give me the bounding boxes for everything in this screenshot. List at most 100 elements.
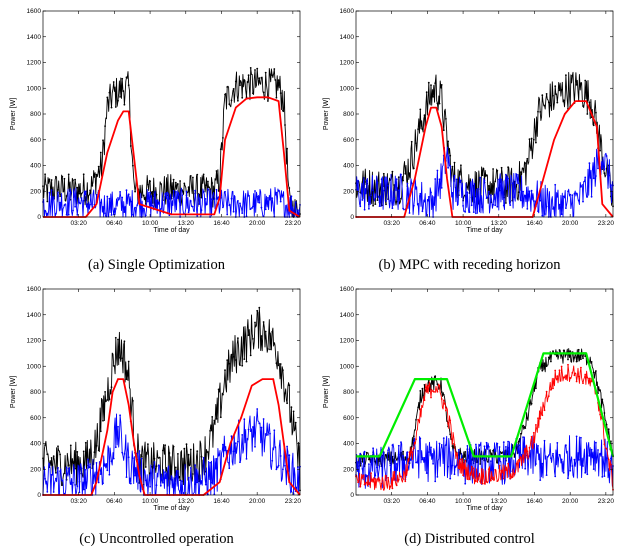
- data-point: [395, 484, 398, 487]
- data-point: [264, 433, 267, 435]
- data-point: [445, 444, 447, 446]
- data-point: [457, 449, 460, 451]
- data-point: [217, 388, 220, 391]
- data-point: [502, 441, 505, 443]
- data-point: [277, 364, 280, 367]
- data-point: [177, 197, 179, 200]
- data-point: [595, 111, 597, 114]
- data-point: [59, 201, 61, 204]
- data-point: [106, 96, 109, 99]
- data-point: [496, 169, 499, 172]
- data-point: [240, 416, 243, 419]
- data-point: [282, 109, 284, 112]
- data-point: [114, 446, 117, 449]
- y-tick-label: 1200: [27, 60, 42, 67]
- data-point: [410, 140, 413, 143]
- data-point: [560, 458, 563, 461]
- data-point: [213, 419, 216, 422]
- data-point: [596, 126, 598, 128]
- data-point: [82, 199, 85, 202]
- data-point: [284, 464, 286, 467]
- data-point: [164, 471, 167, 473]
- data-point: [490, 460, 492, 463]
- data-point: [580, 436, 582, 439]
- data-point: [269, 348, 271, 351]
- data-point: [187, 476, 190, 479]
- data-point: [451, 192, 454, 194]
- data-point: [204, 483, 207, 486]
- data-point: [427, 451, 430, 453]
- x-tick-label: 10:00: [455, 498, 472, 505]
- data-point: [282, 369, 284, 372]
- data-point: [230, 99, 233, 102]
- data-point: [50, 179, 53, 181]
- data-point: [395, 459, 398, 461]
- data-point: [460, 458, 462, 461]
- data-point: [434, 375, 437, 378]
- data-point: [237, 200, 239, 202]
- data-point: [494, 449, 497, 452]
- data-point: [565, 444, 567, 447]
- data-point: [402, 450, 404, 453]
- data-point: [254, 190, 256, 192]
- data-point: [185, 190, 188, 193]
- data-point: [562, 195, 565, 198]
- data-point: [571, 372, 574, 374]
- data-point: [125, 76, 128, 79]
- y-tick-label: 400: [343, 441, 354, 448]
- data-point: [106, 195, 109, 198]
- data-point: [539, 111, 542, 113]
- data-point: [483, 180, 486, 182]
- data-point: [560, 213, 563, 216]
- y-tick-label: 800: [30, 111, 41, 118]
- data-point: [241, 364, 244, 367]
- y-axis-label: Power [W]: [323, 376, 330, 408]
- data-point: [468, 211, 471, 214]
- data-point: [99, 151, 102, 154]
- data-point: [72, 209, 74, 212]
- data-point: [237, 337, 239, 339]
- data-point: [415, 142, 417, 145]
- data-point: [69, 191, 72, 194]
- chart-d: 0 200 400 600 800 1000 1200 1400 1600 03:20 06:40 1…: [323, 286, 614, 512]
- data-point: [144, 479, 147, 482]
- data-point: [164, 193, 167, 195]
- data-point: [239, 84, 241, 87]
- data-point: [258, 422, 261, 425]
- data-point: [149, 485, 152, 488]
- data-point: [123, 453, 126, 455]
- data-point: [357, 481, 359, 484]
- data-point: [151, 465, 154, 468]
- chart-b: 0 200 400 600 800 1000 1200 1400 1600 03:20 06:40 1…: [323, 8, 614, 234]
- data-point: [155, 199, 158, 202]
- data-point: [187, 211, 190, 214]
- data-point: [517, 440, 520, 443]
- data-point: [121, 451, 124, 454]
- data-point: [363, 483, 366, 486]
- data-point: [449, 154, 452, 157]
- y-tick-label: 600: [343, 415, 354, 422]
- data-point: [397, 478, 400, 481]
- data-point: [400, 475, 402, 478]
- data-point: [590, 448, 593, 451]
- data-point: [453, 443, 456, 446]
- data-point: [507, 166, 509, 169]
- data-point: [462, 205, 464, 207]
- data-point: [279, 363, 282, 365]
- data-point: [271, 74, 274, 76]
- data-point: [74, 484, 76, 486]
- data-point: [421, 387, 424, 390]
- data-point: [500, 166, 503, 169]
- data-point: [234, 359, 237, 361]
- data-point: [421, 128, 424, 131]
- data-point: [487, 185, 490, 187]
- data-point: [541, 94, 544, 97]
- data-point: [432, 95, 434, 98]
- data-point: [515, 183, 518, 186]
- x-tick-label: 06:40: [106, 498, 123, 505]
- data-point: [162, 481, 164, 484]
- data-point: [157, 202, 160, 205]
- x-tick-label: 16:40: [213, 498, 230, 505]
- data-point: [449, 477, 452, 480]
- y-axis-label: Power [W]: [323, 98, 330, 130]
